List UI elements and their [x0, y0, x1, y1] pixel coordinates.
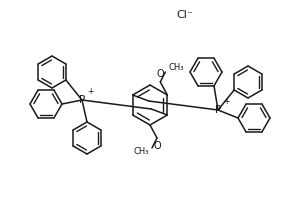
Text: Cl⁻: Cl⁻ [177, 10, 193, 20]
Text: O: O [157, 69, 164, 79]
Text: +: + [223, 97, 229, 106]
Text: CH₃: CH₃ [168, 63, 184, 72]
Text: CH₃: CH₃ [134, 147, 149, 156]
Text: P: P [79, 95, 85, 105]
Text: O: O [153, 141, 161, 151]
Text: +: + [87, 87, 93, 96]
Text: P: P [215, 105, 221, 115]
